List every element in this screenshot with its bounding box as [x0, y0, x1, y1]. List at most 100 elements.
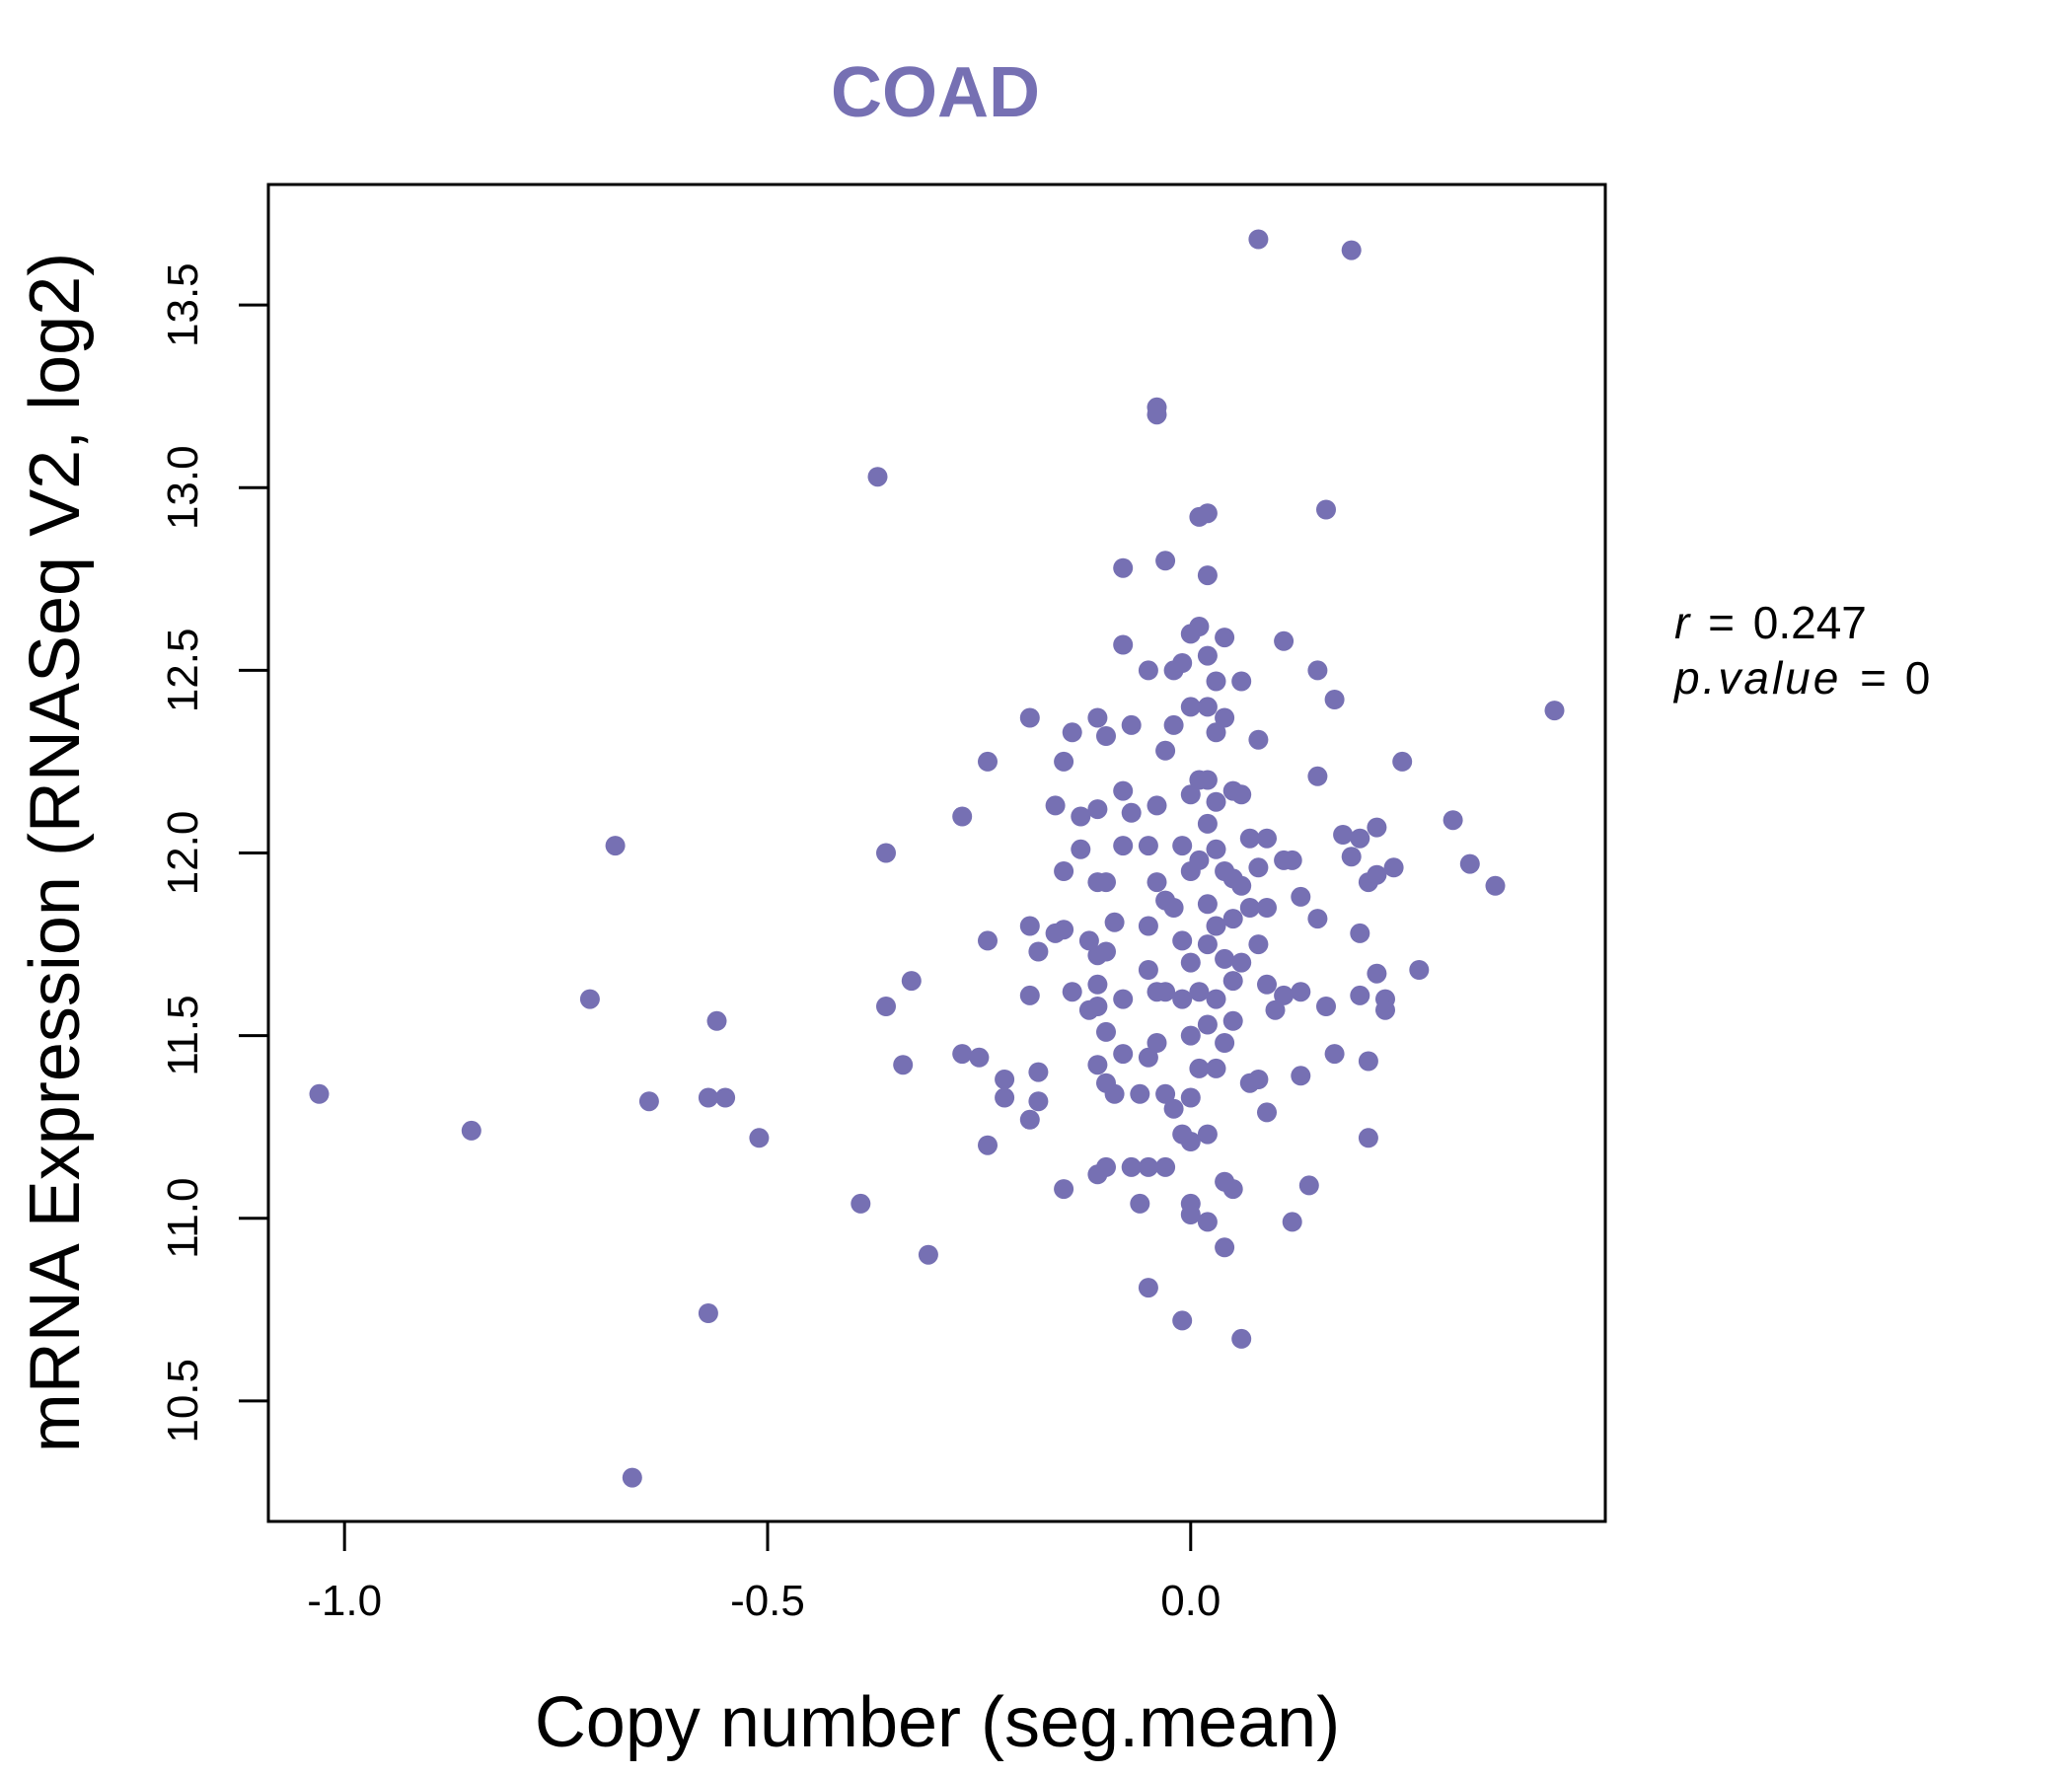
scatter-point-174 — [1298, 1175, 1319, 1196]
scatter-point-78 — [1138, 1278, 1158, 1298]
scatter-point-139 — [1215, 1033, 1235, 1053]
scatter-point-180 — [1324, 690, 1345, 709]
scatter-point-183 — [1341, 240, 1362, 260]
scatter-point-32 — [1028, 1091, 1049, 1112]
scatter-point-16 — [901, 971, 922, 992]
y-tick-label: 12.0 — [159, 811, 207, 896]
scatter-point-55 — [1096, 941, 1116, 962]
scatter-point-29 — [1019, 1109, 1040, 1130]
scatter-point-9 — [715, 1087, 736, 1108]
y-axis: 10.5 11.0 11.5 12.0 12.5 13.0 13.5 — [159, 262, 268, 1443]
r-equals: = — [1708, 597, 1735, 648]
scatter-point-159 — [1248, 934, 1269, 955]
y-tick-label: 12.5 — [159, 629, 207, 713]
scatter-point-197 — [1392, 751, 1413, 772]
scatter-point-179 — [1316, 997, 1336, 1016]
scatter-point-40 — [1062, 982, 1082, 1002]
scatter-point-54 — [1096, 872, 1116, 893]
scatter-point-114 — [1189, 850, 1210, 870]
scatter-point-190 — [1358, 1128, 1378, 1148]
plot-frame — [266, 183, 1607, 1523]
scatter-point-132 — [1206, 916, 1226, 936]
scatter-point-172 — [1291, 982, 1311, 1002]
scatter-point-134 — [1206, 1058, 1226, 1078]
scatter-point-119 — [1197, 645, 1218, 666]
scatter-point-141 — [1215, 1237, 1235, 1258]
scatter-point-110 — [1180, 1205, 1201, 1224]
scatter-point-200 — [1459, 853, 1480, 874]
scatter-point-68 — [1121, 802, 1142, 823]
scatter-point-163 — [1257, 974, 1277, 995]
scatter-point-59 — [1104, 912, 1125, 932]
scatter-point-103 — [1180, 784, 1201, 805]
scatter-point-62 — [1113, 634, 1134, 655]
scatter-point-102 — [1180, 697, 1201, 717]
scatter-point-95 — [1172, 653, 1193, 673]
scatter-point-176 — [1307, 766, 1328, 786]
scatter-point-169 — [1282, 850, 1302, 870]
scatter-point-73 — [1138, 836, 1158, 856]
scatter-point-81 — [1147, 795, 1167, 816]
scatter-point-31 — [1028, 1062, 1049, 1082]
scatter-point-11 — [851, 1193, 871, 1214]
scatter-point-86 — [1155, 740, 1176, 761]
scatter-point-85 — [1155, 551, 1176, 571]
scatter-point-56 — [1096, 1021, 1116, 1042]
scatter-point-117 — [1197, 503, 1218, 524]
scatter-point-89 — [1155, 1083, 1176, 1104]
scatter-point-186 — [1350, 923, 1370, 943]
scatter-point-193 — [1367, 963, 1387, 984]
y-tick-label: 11.0 — [159, 1178, 207, 1259]
scatter-point-144 — [1222, 909, 1243, 929]
scatter-point-26 — [1019, 707, 1040, 728]
scatter-point-121 — [1197, 770, 1218, 790]
scatter-point-118 — [1197, 565, 1218, 586]
scatter-point-27 — [1019, 916, 1040, 936]
scatter-point-82 — [1147, 872, 1167, 893]
scatter-point-138 — [1215, 948, 1235, 969]
scatter-point-153 — [1239, 828, 1260, 849]
scatter-point-35 — [1054, 751, 1074, 772]
scatter-point-41 — [1071, 806, 1091, 827]
scatter-point-0 — [309, 1083, 330, 1104]
scatter-point-198 — [1409, 960, 1430, 980]
scatter-point-177 — [1307, 909, 1328, 929]
y-tick-label: 10.5 — [159, 1359, 207, 1443]
scatter-point-92 — [1163, 714, 1184, 735]
scatter-point-66 — [1113, 1044, 1134, 1065]
scatter-point-5 — [638, 1091, 659, 1112]
scatter-point-72 — [1138, 660, 1158, 681]
scatter-point-145 — [1222, 971, 1243, 992]
scatter-point-74 — [1138, 916, 1158, 936]
scatter-point-60 — [1104, 1083, 1125, 1104]
scatter-point-182 — [1333, 825, 1354, 845]
scatter-point-98 — [1172, 989, 1193, 1009]
scatter-point-112 — [1189, 617, 1210, 636]
scatter-point-116 — [1189, 1058, 1210, 1078]
scatter-point-195 — [1375, 999, 1395, 1020]
scatter-point-58 — [1096, 1156, 1116, 1177]
y-tick-label: 13.0 — [159, 445, 207, 530]
scatter-point-36 — [1054, 861, 1074, 881]
scatter-point-46 — [1087, 799, 1108, 820]
scatter-point-6 — [698, 1087, 718, 1108]
scatter-point-10 — [749, 1128, 770, 1148]
scatter-point-128 — [1206, 671, 1226, 692]
scatter-point-130 — [1206, 791, 1226, 812]
r-symbol: r — [1674, 597, 1691, 648]
scatter-point-124 — [1197, 934, 1218, 955]
scatter-point-33 — [1045, 795, 1066, 816]
scatter-point-178 — [1316, 499, 1336, 520]
scatter-point-65 — [1113, 989, 1134, 1009]
scatter-point-90 — [1155, 1156, 1176, 1177]
scatter-point-127 — [1197, 1212, 1218, 1232]
scatter-point-17 — [918, 1244, 938, 1265]
scatter-point-196 — [1383, 857, 1404, 878]
scatter-point-39 — [1062, 722, 1082, 743]
p-equals: = — [1860, 652, 1887, 703]
scatter-point-28 — [1019, 985, 1040, 1005]
scatter-point-61 — [1113, 557, 1134, 578]
scatter-point-168 — [1274, 985, 1295, 1005]
scatter-point-67 — [1121, 714, 1142, 735]
scatter-point-148 — [1231, 671, 1252, 692]
